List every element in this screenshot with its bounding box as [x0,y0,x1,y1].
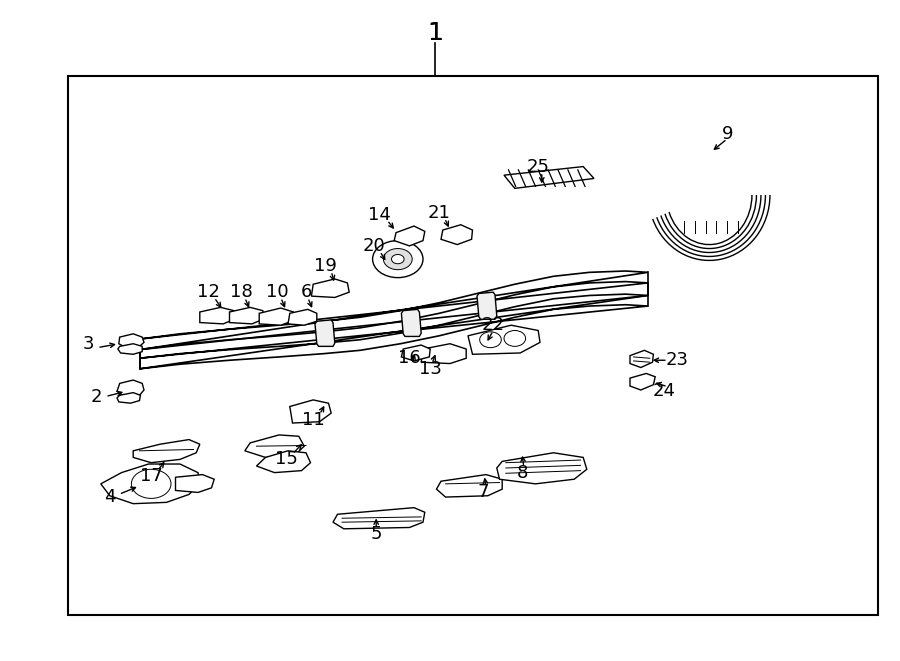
Text: 20: 20 [362,237,385,255]
Polygon shape [140,271,648,350]
Text: 3: 3 [83,334,94,353]
Polygon shape [176,475,214,492]
Text: 10: 10 [266,283,289,301]
Text: 9: 9 [722,124,733,143]
Text: 7: 7 [478,483,489,502]
Polygon shape [256,451,310,473]
Text: 15: 15 [274,450,298,469]
Polygon shape [394,226,425,246]
Polygon shape [497,453,587,484]
Polygon shape [333,508,425,529]
Text: 17: 17 [140,467,163,485]
Text: 12: 12 [197,283,220,301]
Text: 2: 2 [91,387,102,406]
Text: 24: 24 [652,382,676,401]
Circle shape [504,330,526,346]
Circle shape [373,241,423,278]
Polygon shape [101,464,200,504]
Polygon shape [259,308,295,325]
Text: 8: 8 [517,463,527,482]
Text: 14: 14 [368,206,392,224]
Circle shape [392,254,404,264]
Polygon shape [401,345,430,361]
Circle shape [480,332,501,348]
Polygon shape [468,325,540,354]
Polygon shape [230,307,265,324]
Circle shape [383,249,412,270]
Polygon shape [118,344,142,354]
Polygon shape [311,279,349,297]
Polygon shape [117,380,144,397]
Polygon shape [200,307,236,324]
Text: 5: 5 [371,525,382,543]
Polygon shape [140,294,648,369]
Text: 13: 13 [418,360,442,378]
Polygon shape [630,350,653,368]
Polygon shape [315,320,335,346]
Polygon shape [630,373,655,390]
Polygon shape [119,334,144,348]
Text: 1: 1 [427,21,443,45]
Text: 4: 4 [104,488,115,506]
Polygon shape [441,225,472,245]
Text: 6: 6 [301,283,311,301]
Text: 19: 19 [314,256,338,275]
Polygon shape [421,344,466,364]
Text: 16: 16 [398,349,421,368]
Polygon shape [504,167,594,188]
Bar [68,76,878,615]
Circle shape [131,469,171,498]
Text: 18: 18 [230,283,253,301]
Text: 25: 25 [526,157,550,176]
Text: 21: 21 [428,204,451,222]
Text: 11: 11 [302,410,325,429]
Polygon shape [245,435,304,457]
Polygon shape [288,309,317,325]
Text: 1: 1 [427,21,443,45]
Text: 22: 22 [482,316,505,334]
Text: 23: 23 [665,351,688,369]
Polygon shape [436,475,502,497]
Polygon shape [477,292,497,319]
Polygon shape [117,393,140,403]
Polygon shape [133,440,200,463]
Polygon shape [290,400,331,423]
Polygon shape [401,309,421,336]
